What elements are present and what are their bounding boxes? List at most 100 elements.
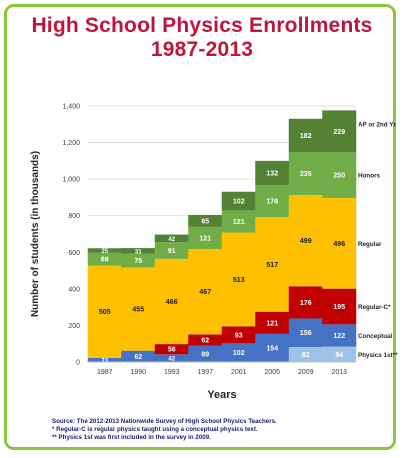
x-axis-label: Years <box>207 389 236 401</box>
bar-segment <box>322 288 357 325</box>
data-label: 91 <box>168 248 176 255</box>
bar-segment <box>188 226 223 249</box>
data-label: 42 <box>168 357 175 363</box>
bar-segment <box>154 242 189 259</box>
bar-segment <box>255 311 290 334</box>
data-label: 122 <box>333 333 345 340</box>
bar-segment <box>87 357 122 362</box>
y-axis-label: Number of students (in thousands) <box>30 151 41 317</box>
bar-segment <box>121 350 156 362</box>
bar-segment <box>121 253 156 268</box>
x-tick-label: 1997 <box>197 369 213 376</box>
data-label: 132 <box>266 170 278 177</box>
bar-segment <box>322 324 357 347</box>
data-label: 496 <box>333 241 345 248</box>
regular-c-footnote: * Regular-C is regular physics taught us… <box>52 426 258 433</box>
bar-segment <box>121 267 156 351</box>
y-tick-label: 200 <box>68 323 80 330</box>
chart-subtitle: 1987-2013 <box>150 38 254 61</box>
data-label: 250 <box>333 173 345 180</box>
data-label: 102 <box>233 199 245 206</box>
bar-segment <box>255 217 290 312</box>
bar-segment <box>221 191 256 211</box>
data-label: 23 <box>101 358 108 364</box>
y-tick-label: 600 <box>68 250 80 257</box>
series-label: Regular <box>358 241 382 248</box>
bar-segment <box>221 210 256 233</box>
data-label: 121 <box>233 219 245 226</box>
data-label: 62 <box>201 338 209 345</box>
data-label: 102 <box>233 350 245 357</box>
data-label: 121 <box>199 235 211 242</box>
data-label: 517 <box>266 262 278 269</box>
y-tick-label: 1,000 <box>62 177 80 184</box>
x-tick-label: 1987 <box>97 369 113 376</box>
data-label: 89 <box>201 351 209 358</box>
bar-segment <box>322 152 357 198</box>
bar-segment <box>322 110 357 153</box>
bar-segment <box>154 258 189 345</box>
x-tick-label: 1990 <box>130 369 146 376</box>
data-label: 195 <box>333 304 345 311</box>
data-label: 229 <box>333 129 345 136</box>
bar-segment <box>188 345 223 362</box>
series-label: Conceptual <box>358 333 393 340</box>
bar-segment <box>288 195 323 287</box>
series-label: Physics 1st** <box>358 352 398 359</box>
y-tick-label: 400 <box>68 286 80 293</box>
data-label: 467 <box>199 289 211 296</box>
bar-segment <box>322 346 357 362</box>
bar-segment <box>255 333 290 362</box>
physics-1st-footnote: ** Physics 1st was first included in the… <box>52 434 211 441</box>
data-label: 42 <box>168 237 175 243</box>
bar-segment <box>288 118 323 153</box>
data-label: 75 <box>134 258 142 265</box>
bar-segment <box>87 265 122 358</box>
bar-segment <box>255 160 290 185</box>
bar-segment <box>288 286 323 319</box>
data-label: 69 <box>101 257 109 264</box>
data-label: 156 <box>300 330 312 337</box>
y-tick-label: 800 <box>68 213 80 220</box>
y-tick-label: 1,200 <box>62 140 80 147</box>
data-label: 65 <box>201 218 209 225</box>
series-label: Honors <box>358 173 381 180</box>
bar-segment <box>188 214 223 227</box>
data-label: 82 <box>302 352 310 359</box>
bar-segment <box>87 252 122 266</box>
bar-segment <box>221 343 256 362</box>
series-label: AP or 2nd Yr <box>358 121 396 128</box>
series-label: Regular-C* <box>358 304 391 311</box>
bar-segment <box>188 248 223 335</box>
x-tick-label: 2001 <box>231 369 247 376</box>
data-label: 84 <box>335 352 343 359</box>
data-label: 176 <box>300 300 312 307</box>
bar-segment <box>221 232 256 327</box>
bar-segment <box>154 354 189 362</box>
chart-title: High School Physics Enrollments <box>31 14 373 37</box>
chart-notes: Source: The 2012-2013 Nationwide Survey … <box>52 418 277 442</box>
data-label: 154 <box>266 345 278 352</box>
data-label: 235 <box>300 171 312 178</box>
data-label: 121 <box>266 320 278 327</box>
data-label: 31 <box>135 249 142 255</box>
data-label: 466 <box>166 299 178 306</box>
bar-segment <box>188 334 223 346</box>
source-note: Source: The 2012-2013 Nationwide Survey … <box>52 418 277 425</box>
bar-segment <box>288 152 323 196</box>
data-label: 513 <box>233 277 245 284</box>
bar-segment <box>87 248 122 253</box>
y-tick-label: 0 <box>76 360 80 367</box>
bar-segment <box>154 344 189 355</box>
bar-segment <box>121 248 156 254</box>
bar-segment <box>255 184 290 218</box>
data-label: 25 <box>101 249 108 255</box>
data-label: 176 <box>266 199 278 206</box>
data-label: 93 <box>235 332 243 339</box>
x-tick-label: 2009 <box>298 369 314 376</box>
x-tick-label: 2013 <box>331 369 347 376</box>
bar-segment <box>288 347 323 362</box>
data-label: 182 <box>300 133 312 140</box>
data-label: 505 <box>99 309 111 316</box>
